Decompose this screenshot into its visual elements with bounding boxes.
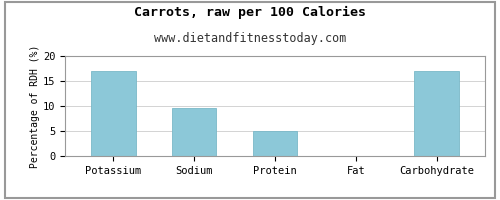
Y-axis label: Percentage of RDH (%): Percentage of RDH (%) <box>30 44 40 168</box>
Bar <box>172 108 216 156</box>
Text: Carrots, raw per 100 Calories: Carrots, raw per 100 Calories <box>134 6 366 19</box>
Bar <box>91 71 136 156</box>
Bar <box>253 131 297 156</box>
Bar <box>414 71 459 156</box>
Text: www.dietandfitnesstoday.com: www.dietandfitnesstoday.com <box>154 32 346 45</box>
